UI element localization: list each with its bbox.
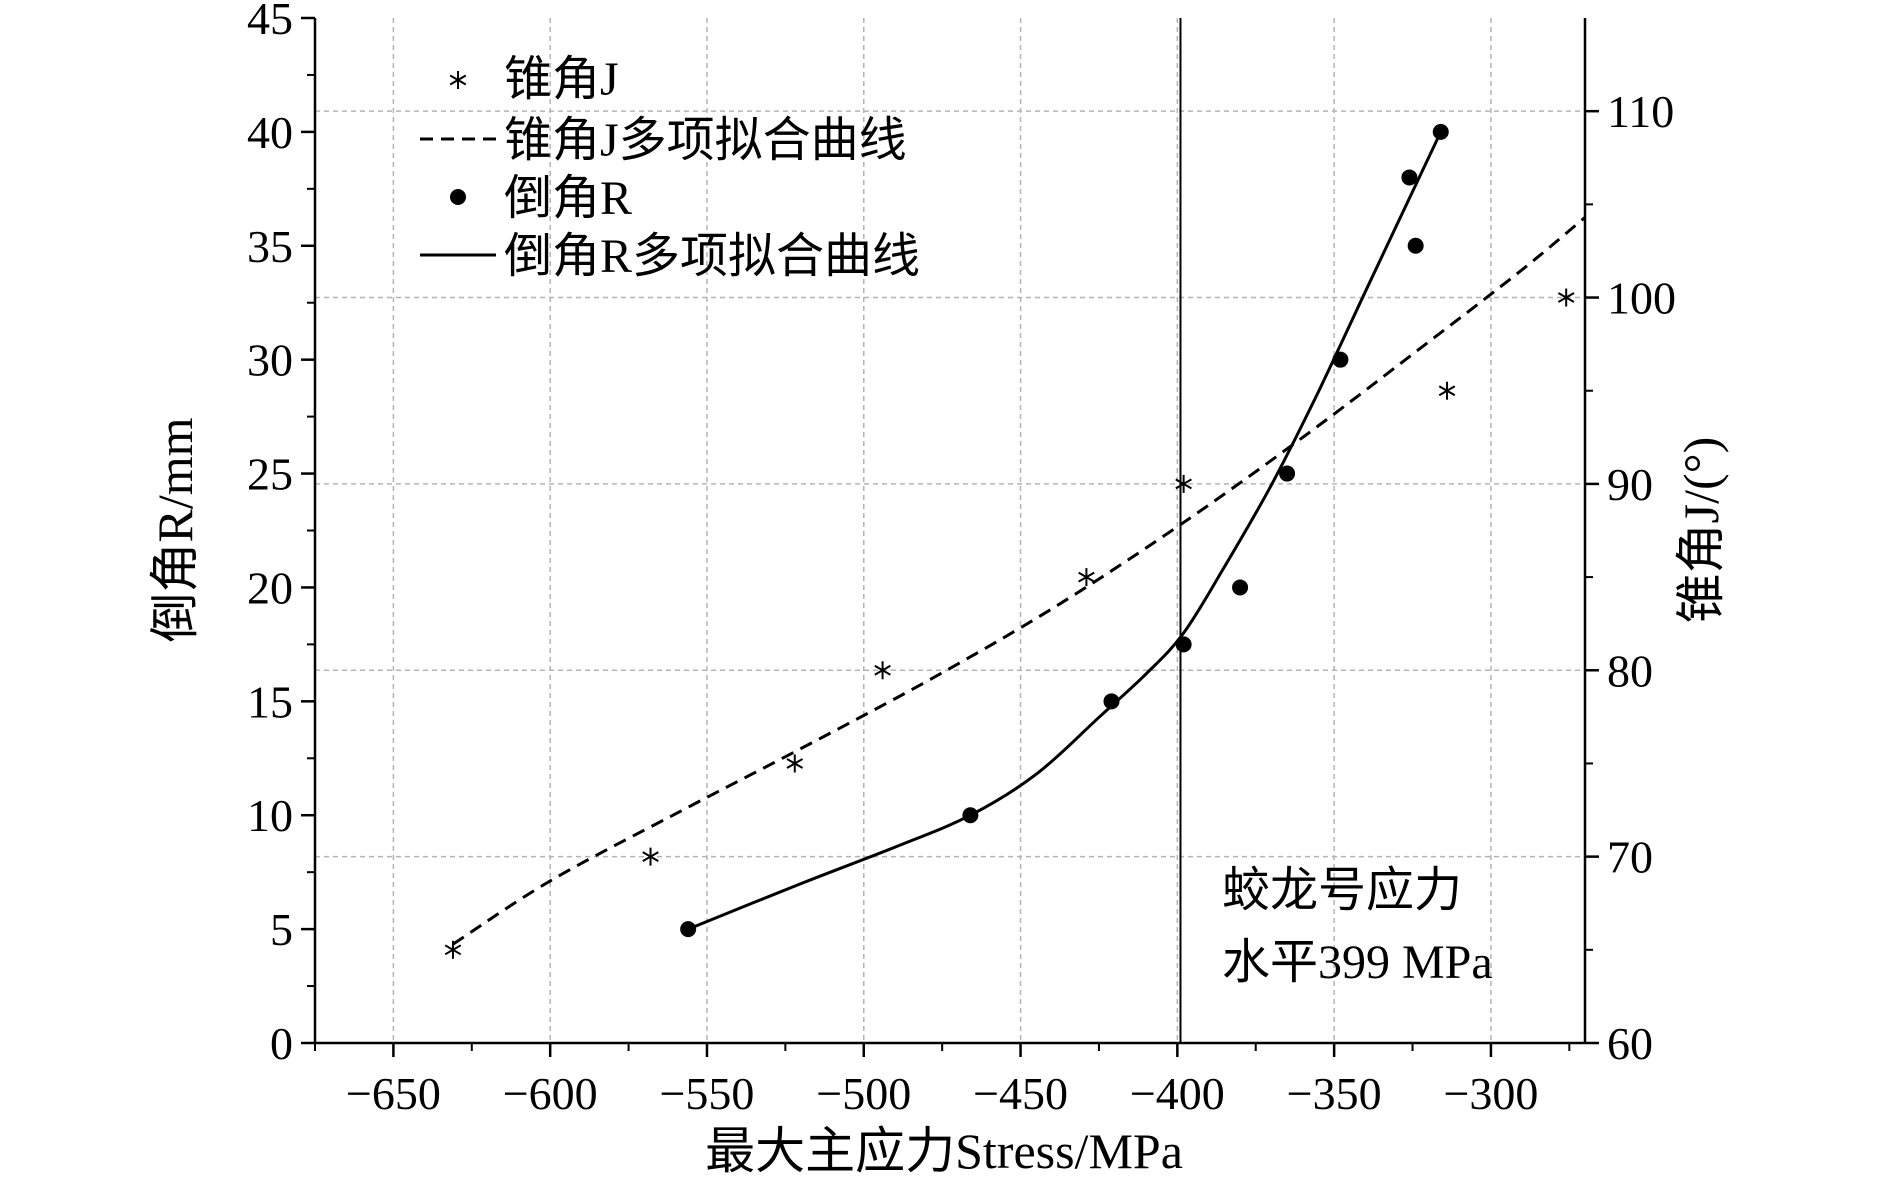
y-left-tick-label: 10 [247, 790, 293, 841]
cone-angle-point [1557, 288, 1575, 307]
y-left-tick-label: 45 [247, 0, 293, 44]
fit-curves [452, 131, 1586, 946]
x-tick-label: −600 [503, 1068, 598, 1119]
chamfer-point [1279, 465, 1296, 482]
legend-label-chamfer-fit: 倒角R多项拟合曲线 [504, 230, 920, 283]
y-right-tick-label: 80 [1607, 645, 1653, 696]
cone-angle-point [1438, 381, 1456, 400]
annotation: 蛟龙号应力 水平399 MPa [1222, 864, 1493, 989]
x-tick-label: −500 [816, 1068, 911, 1119]
x-tick-label: −350 [1287, 1068, 1382, 1119]
x-tick-label: −400 [1130, 1068, 1225, 1119]
annotation-line-2: 水平399 MPa [1222, 936, 1493, 989]
y-right-tick-label: 90 [1607, 459, 1653, 510]
x-tick-label: −450 [973, 1068, 1068, 1119]
cone-angle-point [1175, 474, 1192, 493]
x-tick-label: −550 [659, 1068, 754, 1119]
data-points [444, 123, 1575, 959]
chamfer-point [1432, 123, 1449, 140]
cone-angle-point [786, 754, 804, 773]
axis-ticks: −650 −600 −550 −500 −450 −400 −350 −300 0 5 10 15 20… [247, 0, 1676, 1119]
y-right-tick-label: 70 [1607, 832, 1653, 883]
chamfer-point [962, 807, 979, 824]
chamfer-point [1103, 693, 1120, 710]
fit-curve-cone-angle [452, 216, 1586, 946]
y-left-tick-label: 40 [247, 107, 293, 158]
cone-angle-point [444, 940, 462, 959]
y-left-tick-label: 30 [247, 335, 293, 386]
y-right-tick-label: 110 [1607, 86, 1674, 137]
legend: 锥角J 锥角J多项拟合曲线 倒角R 倒角R多项拟合曲线 [420, 53, 920, 283]
y-axis-left-title: 倒角R/mm [147, 417, 203, 642]
y-left-tick-label: 35 [247, 221, 293, 272]
cone-angle-point [1078, 568, 1095, 587]
annotation-line-1: 蛟龙号应力 [1222, 864, 1462, 917]
chamfer-point [1401, 169, 1418, 186]
legend-item-asterisk: 锥角J [449, 53, 619, 106]
y-axis-right-title: 锥角J/(°) [1673, 437, 1729, 624]
legend-item-dashed: 锥角J多项拟合曲线 [420, 114, 907, 167]
chamfer-point [1232, 579, 1249, 596]
chamfer-point [1407, 237, 1424, 254]
x-axis-title: 最大主应力Stress/MPa [705, 1123, 1183, 1179]
legend-asterisk-symbol [449, 71, 467, 89]
legend-label-cone-angle: 锥角J [504, 53, 619, 106]
legend-asterisk-mark [449, 71, 467, 89]
y-right-tick-label: 100 [1607, 273, 1676, 324]
legend-label-cone-angle-fit: 锥角J多项拟合曲线 [504, 114, 907, 167]
legend-item-solid: 倒角R多项拟合曲线 [420, 230, 920, 283]
chamfer-point [1175, 636, 1192, 653]
y-left-tick-label: 0 [270, 1018, 293, 1069]
cone-angle-point [874, 661, 891, 680]
y-right-tick-label: 60 [1607, 1018, 1653, 1069]
chamfer-point [680, 921, 697, 938]
y-left-tick-label: 15 [247, 676, 293, 727]
legend-dot-symbol [450, 189, 466, 205]
chamfer-point [1332, 351, 1349, 368]
cone-angle-point [642, 847, 659, 866]
legend-item-dot: 倒角R [450, 172, 632, 225]
fit-curve-chamfer [687, 131, 1443, 931]
legend-label-chamfer: 倒角R [504, 172, 632, 225]
y-left-tick-label: 5 [270, 904, 293, 955]
y-left-tick-label: 20 [247, 562, 293, 613]
x-tick-label: −300 [1443, 1068, 1538, 1119]
y-left-tick-label: 25 [247, 449, 293, 500]
x-tick-label: −650 [346, 1068, 441, 1119]
